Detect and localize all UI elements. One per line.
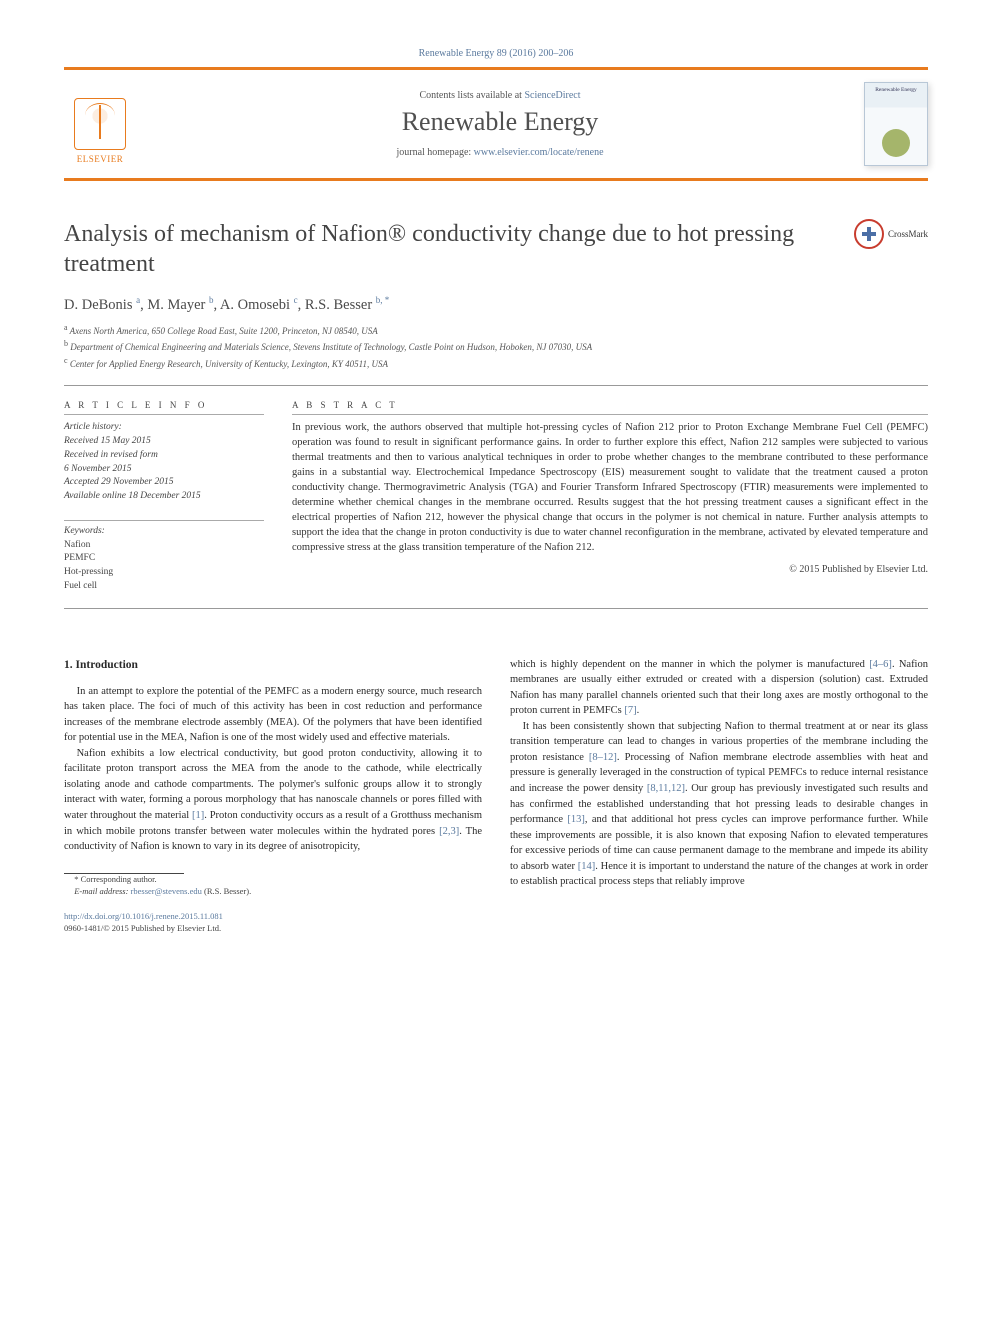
journal-homepage-line: journal homepage: www.elsevier.com/locat… <box>148 147 852 158</box>
author-list: D. DeBonis a, M. Mayer b, A. Omosebi c, … <box>64 295 928 314</box>
elsevier-wordmark: ELSEVIER <box>77 154 124 164</box>
body-column-right: which is highly dependent on the manner … <box>510 657 928 935</box>
contents-lists-prefix: Contents lists available at <box>419 90 524 101</box>
email-tail: (R.S. Besser). <box>202 886 251 896</box>
intro-para-1: In an attempt to explore the potential o… <box>64 684 482 746</box>
abstract-heading: A B S T R A C T <box>292 400 928 415</box>
intro-para-4: It has been consistently shown that subj… <box>510 719 928 890</box>
journal-cover-thumbnail: Renewable Energy <box>864 82 928 166</box>
journal-homepage-link[interactable]: www.elsevier.com/locate/renene <box>474 147 604 158</box>
paper-title: Analysis of mechanism of Nafion® conduct… <box>64 219 838 279</box>
section-divider <box>64 385 928 386</box>
intro-para-3-seg-a: which is highly dependent on the manner … <box>510 659 869 670</box>
doi-link[interactable]: http://dx.doi.org/10.1016/j.renene.2015.… <box>64 911 223 921</box>
keywords-label: Keywords: <box>64 520 264 539</box>
keyword-item: Nafion <box>64 539 264 553</box>
crossmark-icon <box>854 219 884 249</box>
history-received: Received 15 May 2015 <box>64 435 264 449</box>
body-column-left: 1. Introduction In an attempt to explore… <box>64 657 482 935</box>
crossmark-badge[interactable]: CrossMark <box>854 219 928 249</box>
abstract-text: In previous work, the authors observed t… <box>292 421 928 555</box>
keywords-block: Keywords: NafionPEMFCHot-pressingFuel ce… <box>64 520 264 594</box>
keyword-item: Fuel cell <box>64 580 264 594</box>
keyword-item: Hot-pressing <box>64 566 264 580</box>
reference-link[interactable]: [1] <box>192 810 204 821</box>
corresponding-author-note: * Corresponding author. <box>64 874 482 886</box>
reference-link[interactable]: [8,11,12] <box>647 783 685 794</box>
reference-link[interactable]: [13] <box>567 814 585 825</box>
journal-cover-icon <box>882 129 910 157</box>
affiliation-item: b Department of Chemical Engineering and… <box>64 338 928 355</box>
corresponding-author-email: E-mail address: rbesser@stevens.edu (R.S… <box>64 886 482 898</box>
email-label: E-mail address: <box>74 886 130 896</box>
contents-lists-line: Contents lists available at ScienceDirec… <box>148 90 852 101</box>
intro-para-3-seg-c: . <box>637 705 640 716</box>
citation-header: Renewable Energy 89 (2016) 200–206 <box>64 48 928 59</box>
elsevier-tree-icon <box>74 98 126 150</box>
reference-link[interactable]: [2,3] <box>439 826 459 837</box>
history-label: Article history: <box>64 421 264 435</box>
sciencedirect-link[interactable]: ScienceDirect <box>524 90 580 101</box>
affiliation-item: c Center for Applied Energy Research, Un… <box>64 355 928 372</box>
article-history: Article history: Received 15 May 2015 Re… <box>64 421 264 504</box>
history-revised: Received in revised form6 November 2015 <box>64 449 264 477</box>
body-two-column: 1. Introduction In an attempt to explore… <box>64 657 928 935</box>
footer-doi-block: http://dx.doi.org/10.1016/j.renene.2015.… <box>64 911 482 935</box>
intro-para-2: Nafion exhibits a low electrical conduct… <box>64 746 482 855</box>
reference-link[interactable]: [8–12] <box>589 752 617 763</box>
intro-para-3: which is highly dependent on the manner … <box>510 657 928 719</box>
reference-link[interactable]: [7] <box>624 705 636 716</box>
affiliation-item: a Axens North America, 650 College Road … <box>64 322 928 339</box>
author-email-link[interactable]: rbesser@stevens.edu <box>131 886 202 896</box>
history-online: Available online 18 December 2015 <box>64 490 264 504</box>
elsevier-logo: ELSEVIER <box>64 84 136 164</box>
keyword-item: PEMFC <box>64 552 264 566</box>
journal-cover-title: Renewable Energy <box>865 87 927 93</box>
affiliation-list: a Axens North America, 650 College Road … <box>64 322 928 372</box>
journal-header: ELSEVIER Contents lists available at Sci… <box>64 67 928 181</box>
history-accepted: Accepted 29 November 2015 <box>64 476 264 490</box>
abstract-copyright: © 2015 Published by Elsevier Ltd. <box>292 563 928 577</box>
homepage-prefix: journal homepage: <box>396 147 473 158</box>
section-divider <box>64 608 928 609</box>
reference-link[interactable]: [14] <box>578 861 596 872</box>
journal-name: Renewable Energy <box>148 107 852 137</box>
reference-link[interactable]: [4–6] <box>869 659 892 670</box>
article-info-heading: A R T I C L E I N F O <box>64 400 264 415</box>
issn-copyright: 0960-1481/© 2015 Published by Elsevier L… <box>64 923 221 933</box>
introduction-heading: 1. Introduction <box>64 657 482 674</box>
crossmark-label: CrossMark <box>888 229 928 239</box>
